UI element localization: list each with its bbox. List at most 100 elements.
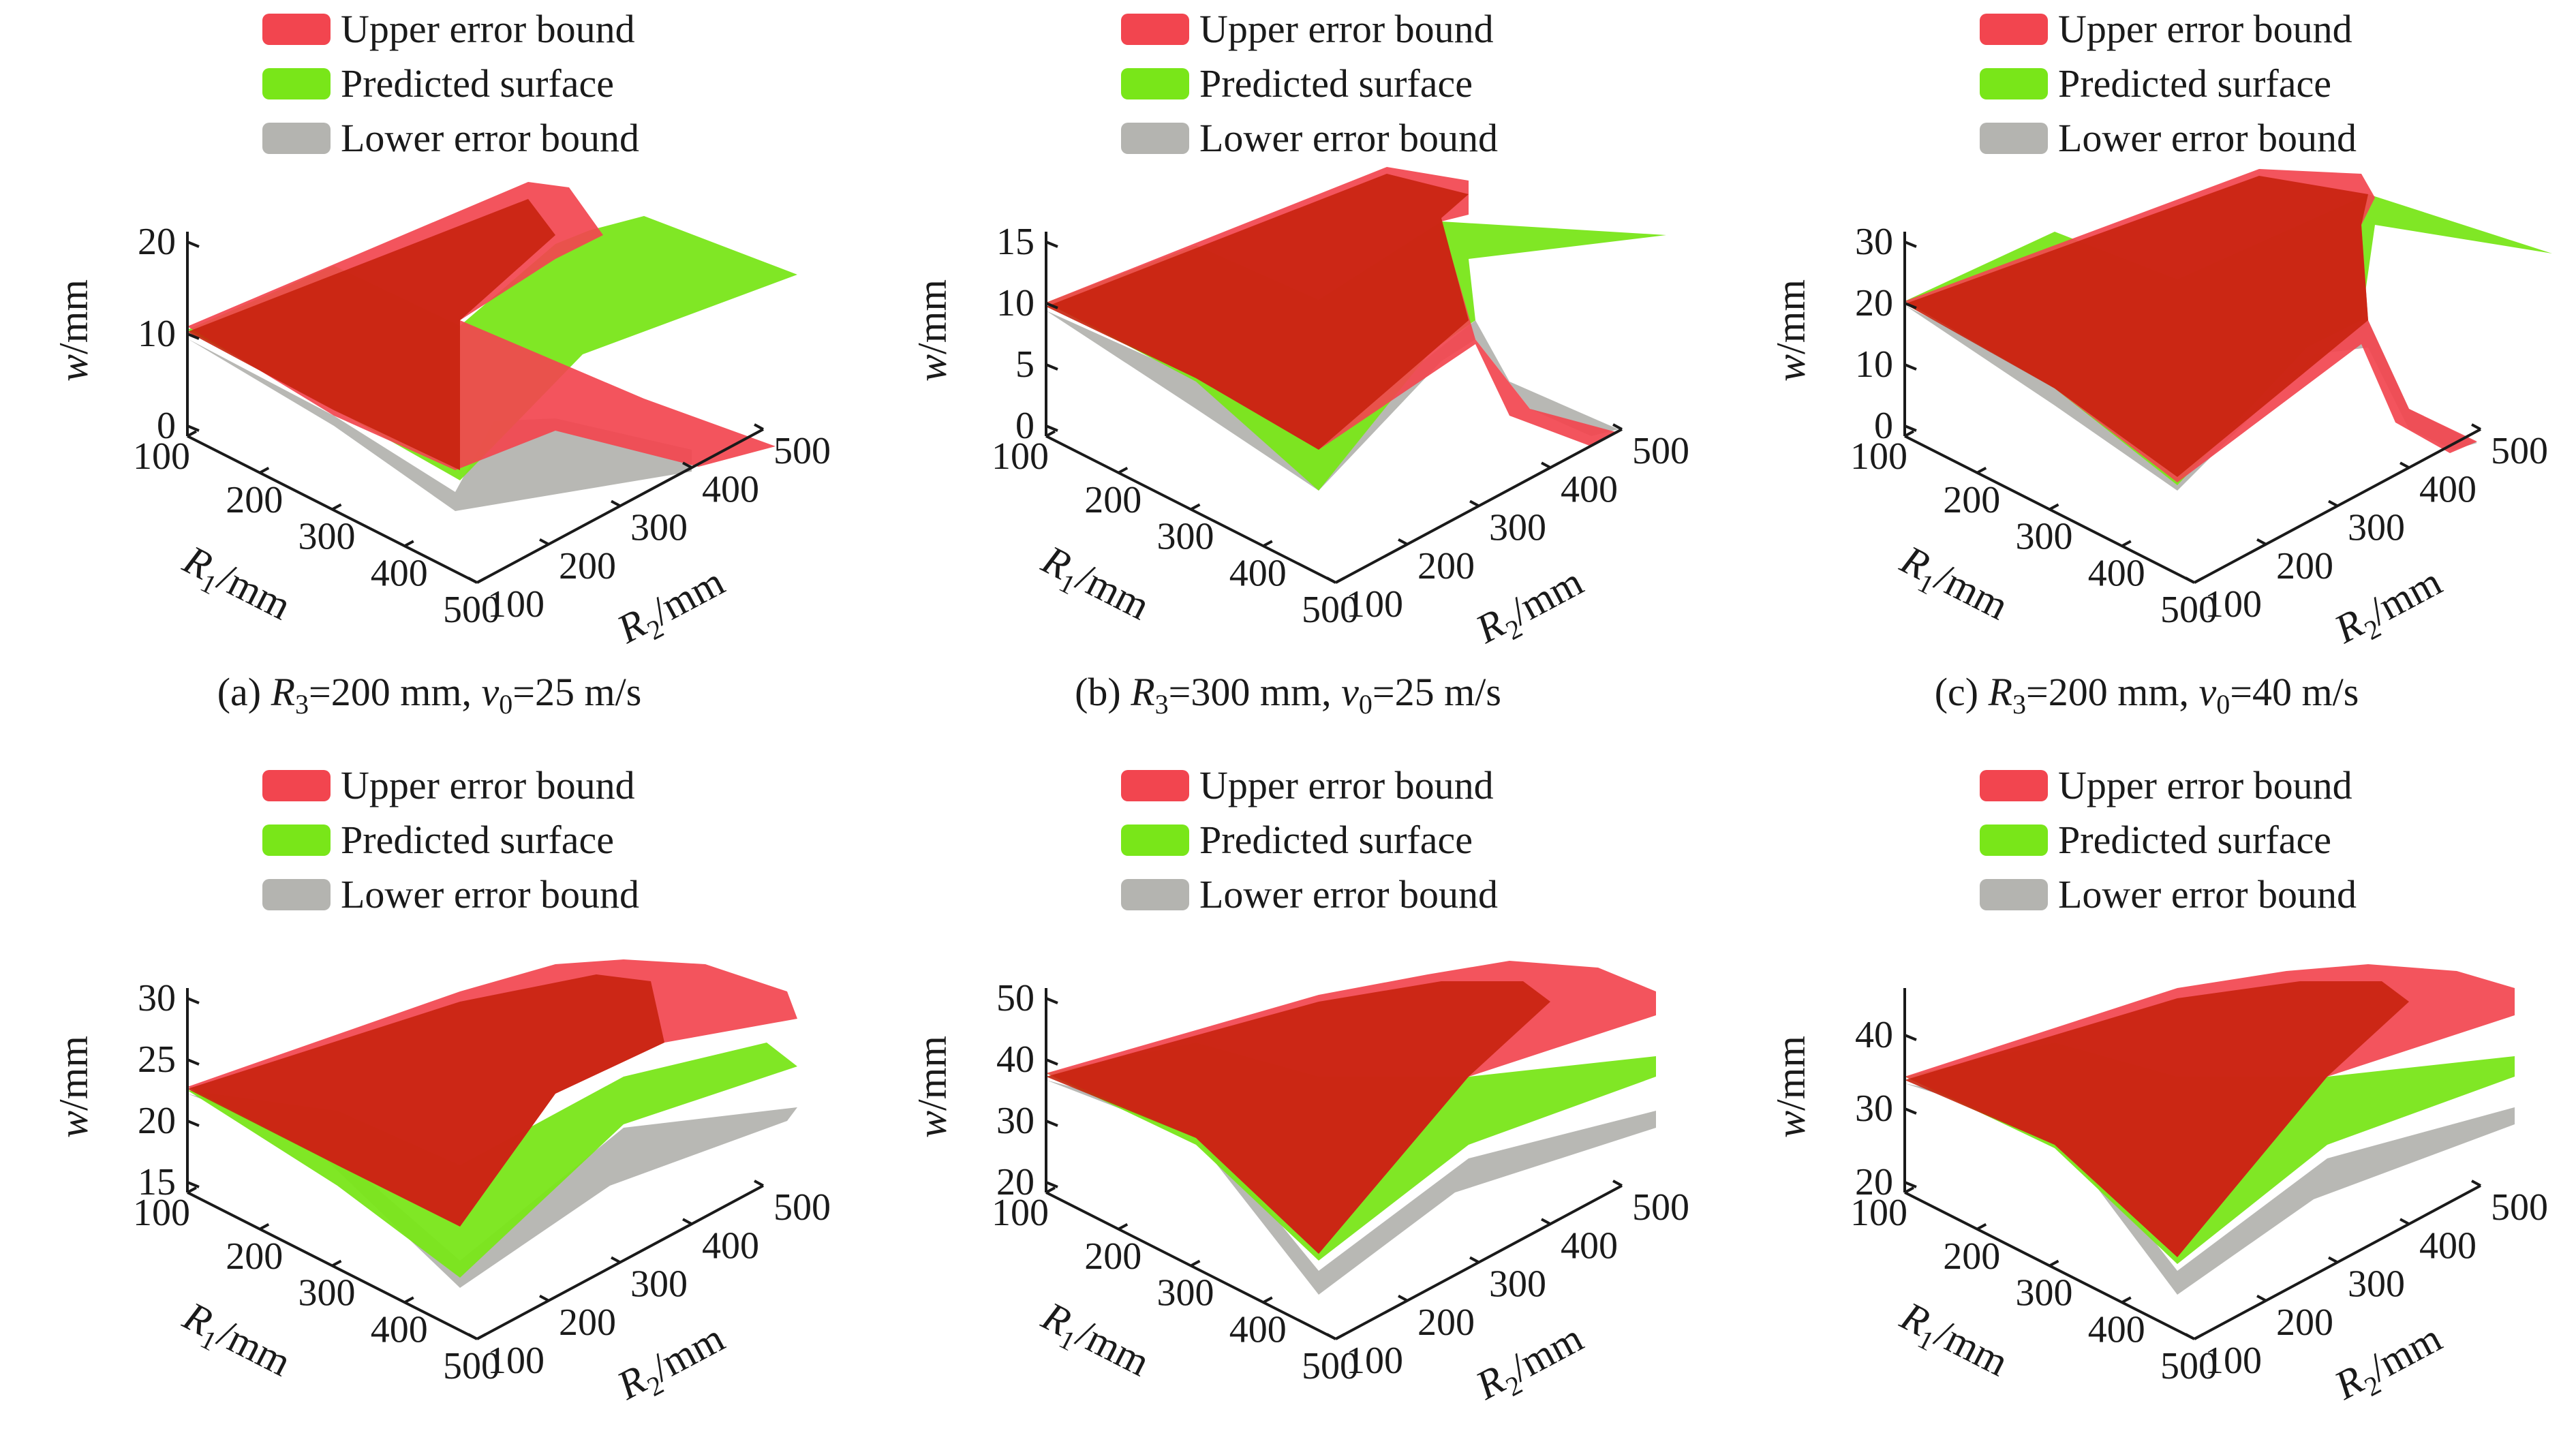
caption-r-subscript: 3 xyxy=(1155,689,1169,720)
r1-label-unit: /mm xyxy=(1929,1310,2016,1385)
r1-tick-label: 400 xyxy=(371,552,428,594)
r1-tick-mark xyxy=(476,1333,487,1340)
legend-label: Predicted surface xyxy=(2058,61,2331,106)
r1-tick-label: 300 xyxy=(298,516,356,558)
r1-tick-label: 300 xyxy=(2016,516,2073,558)
legend-swatch xyxy=(1121,825,1189,856)
upper-error-surface-shaded xyxy=(187,974,664,1227)
legend-label: Lower error bound xyxy=(1199,872,1498,916)
caption-v-value: =55 m/s xyxy=(1371,1426,1500,1433)
caption-v-value: =40 m/s xyxy=(2230,670,2359,714)
z-tick-mark xyxy=(1045,1120,1058,1127)
panel-b: Upper error bound Predicted surface Lower … xyxy=(910,7,1689,720)
legend-label: Upper error bound xyxy=(341,763,635,807)
r1-tick-mark xyxy=(1118,1222,1129,1231)
r1-tick-label: 200 xyxy=(1943,479,2000,521)
upper-error-surface-shaded xyxy=(187,199,555,470)
z-tick-label: 20 xyxy=(138,221,176,263)
r2-tick-mark xyxy=(2328,499,2338,508)
z-tick-mark xyxy=(1045,363,1058,371)
r2-tick-label: 500 xyxy=(2491,1186,2548,1229)
legend-label: Upper error bound xyxy=(1199,763,1494,807)
legend-label: Upper error bound xyxy=(341,7,635,51)
r1-axis-label: R1/mm xyxy=(1032,536,1157,634)
r1-tick-label: 400 xyxy=(2088,552,2145,594)
z-tick-label: 0 xyxy=(157,405,176,447)
z-tick-mark xyxy=(1904,1181,1917,1188)
r1-tick-mark xyxy=(1335,1333,1345,1340)
z-label-unit: /mm xyxy=(1768,1036,1813,1111)
caption-v-value: =25 m/s xyxy=(512,670,641,714)
surface-layers xyxy=(1905,169,2552,491)
r1-tick-label: 400 xyxy=(1229,1308,1287,1351)
legend: Upper error bound Predicted surface Lower … xyxy=(1121,7,1498,160)
panel-c: Upper error bound Predicted surface Lower … xyxy=(1768,7,2552,720)
legend: Upper error bound Predicted surface Lower … xyxy=(1980,763,2357,916)
upper-error-surface-shaded xyxy=(1905,981,2409,1257)
legend-label: Upper error bound xyxy=(2058,763,2352,807)
r2-axis-label: R2/mm xyxy=(2327,1315,2452,1415)
r2-tick-label: 300 xyxy=(1489,507,1546,549)
r1-tick-mark xyxy=(331,1259,342,1267)
panel-caption: (a) R3=200 mm, v0=25 m/s xyxy=(217,670,642,720)
r2-tick-mark xyxy=(2256,538,2267,546)
r1-tick-mark xyxy=(2194,576,2204,584)
r2-tick-label: 100 xyxy=(2205,1340,2262,1382)
legend-label: Predicted surface xyxy=(2058,818,2331,862)
r2-tick-label: 500 xyxy=(1632,430,1689,472)
r1-tick-label: 100 xyxy=(1850,435,1907,478)
r1-tick-label: 500 xyxy=(443,1345,500,1387)
r1-tick-mark xyxy=(2049,503,2059,511)
r2-tick-label: 400 xyxy=(1561,468,1618,510)
z-tick-label: 15 xyxy=(996,221,1034,263)
caption-r-symbol: R xyxy=(271,1426,296,1433)
legend-swatch xyxy=(1980,825,2048,856)
r1-tick-label: 200 xyxy=(1084,479,1141,521)
r2-tick-mark xyxy=(682,1218,692,1226)
z-tick-label: 25 xyxy=(138,1038,176,1081)
r2-tick-mark xyxy=(467,1333,478,1340)
r2-tick-mark xyxy=(682,461,692,469)
z-tick-label: 0 xyxy=(1015,405,1034,447)
panel-d: Upper error bound Predicted surface Lower … xyxy=(51,763,831,1433)
r1-tick-mark xyxy=(187,430,197,437)
z-tick-mark xyxy=(187,425,200,432)
r2-tick-mark xyxy=(1541,461,1551,469)
r2-tick-label: 200 xyxy=(559,545,616,587)
r1-tick-label: 400 xyxy=(371,1308,428,1351)
r1-tick-mark xyxy=(1045,1186,1056,1194)
r2-tick-label: 100 xyxy=(2205,583,2262,626)
lower-error-surface xyxy=(187,1094,797,1288)
r1-tick-label: 200 xyxy=(226,1235,283,1278)
caption-r-symbol: R xyxy=(1985,1426,2010,1433)
r1-label-unit: /mm xyxy=(1929,554,2016,628)
r2-tick-mark xyxy=(2185,576,2195,584)
z-tick-mark xyxy=(187,1058,200,1066)
z-tick-label: 15 xyxy=(138,1161,176,1203)
z-tick-label: 5 xyxy=(1015,343,1034,386)
legend-swatch xyxy=(1980,123,2048,154)
r1-tick-label: 500 xyxy=(2160,589,2218,631)
z-label-symbol: w xyxy=(1768,1111,1813,1138)
r1-tick-mark xyxy=(403,540,414,548)
panel-caption: (b) R3=300 mm, v0=25 m/s xyxy=(1075,670,1501,720)
r2-tick-mark xyxy=(1612,1180,1623,1187)
r2-tick-label: 200 xyxy=(1417,1301,1475,1344)
z-tick-mark xyxy=(1904,302,1917,309)
r1-tick-label: 100 xyxy=(133,435,190,478)
z-tick-mark xyxy=(1904,1107,1917,1115)
caption-r-symbol: R xyxy=(1129,1426,1154,1433)
panel-caption: (e) R3=200 mm, v0=55 m/s xyxy=(1076,1426,1501,1433)
z-tick-mark xyxy=(187,333,200,340)
panel-caption: (c) R3=200 mm, v0=40 m/s xyxy=(1935,670,2359,720)
legend-swatch xyxy=(262,123,331,154)
caption-v-value: =55 m/s xyxy=(2228,1426,2357,1433)
r2-tick-mark xyxy=(754,423,764,431)
r1-tick-mark xyxy=(1335,576,1345,584)
z-tick-label: 40 xyxy=(996,1038,1034,1081)
legend: Upper error bound Predicted surface Lower … xyxy=(1121,763,1498,916)
caption-v-symbol: v xyxy=(482,670,500,714)
legend: Upper error bound Predicted surface Lower … xyxy=(262,7,639,160)
r1-tick-label: 100 xyxy=(992,1192,1049,1234)
legend-swatch xyxy=(1980,68,2048,99)
